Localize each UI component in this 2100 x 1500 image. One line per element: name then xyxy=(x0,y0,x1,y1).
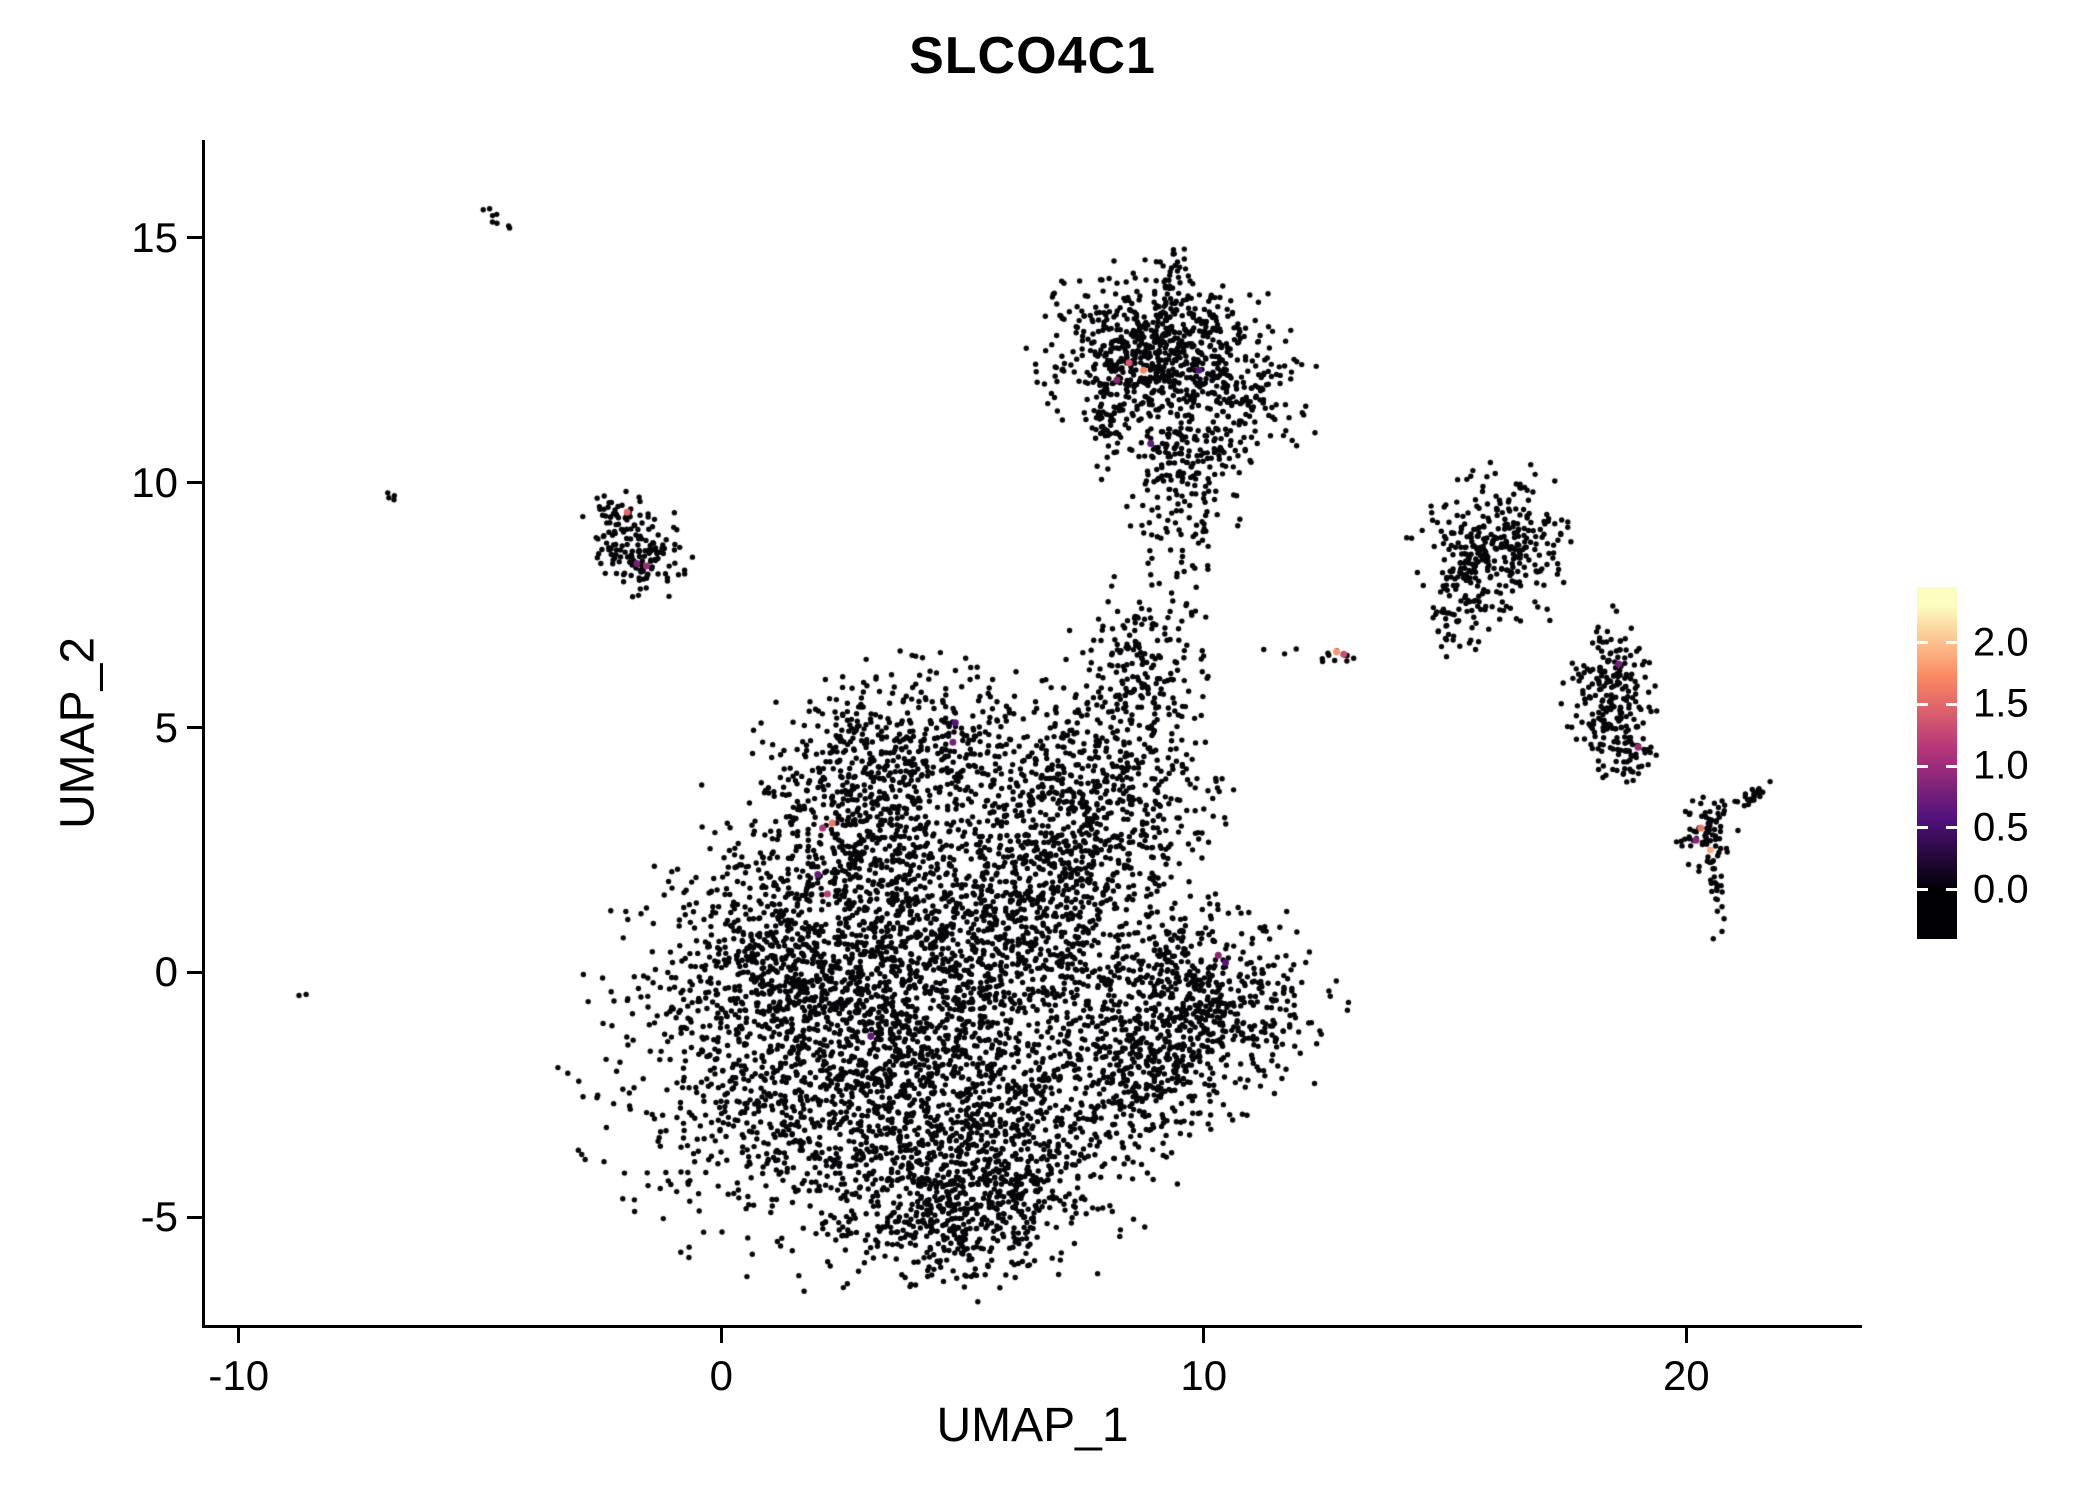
colorbar-tick-label: 0.0 xyxy=(1973,867,2029,912)
colorbar-gradient xyxy=(1917,587,1957,939)
chart-title: SLCO4C1 xyxy=(909,27,1156,85)
colorbar-tick-mark xyxy=(1917,764,1928,768)
scatter-plot-canvas xyxy=(205,140,1860,1325)
colorbar-tick-label: 2.0 xyxy=(1973,620,2029,665)
y-axis-label: UMAP_2 xyxy=(51,636,105,830)
x-tick-label: 10 xyxy=(1180,1352,1228,1399)
y-tick-label: 15 xyxy=(131,213,178,261)
colorbar-tick-mark xyxy=(1917,888,1928,892)
colorbar-tick-mark xyxy=(1946,641,1957,645)
colorbar-tick-mark xyxy=(1917,826,1928,830)
colorbar-tick-label: 1.0 xyxy=(1973,743,2029,788)
y-tick-label: 0 xyxy=(154,948,178,996)
colorbar-tick-mark xyxy=(1946,826,1957,830)
colorbar-tick-label: 0.5 xyxy=(1973,805,2029,850)
x-tick-label: 0 xyxy=(709,1352,733,1399)
x-axis-label: UMAP_1 xyxy=(936,1399,1129,1452)
colorbar-tick-mark xyxy=(1917,702,1928,706)
colorbar-tick-mark xyxy=(1946,888,1957,892)
x-tick-label: -10 xyxy=(208,1352,270,1399)
x-tick-mark xyxy=(1202,1328,1206,1343)
x-tick-mark xyxy=(237,1328,241,1343)
y-tick-mark xyxy=(187,1215,202,1219)
y-tick-label: 5 xyxy=(154,703,178,751)
colorbar-tick-mark xyxy=(1946,764,1957,768)
y-tick-mark xyxy=(187,970,202,974)
colorbar-tick-mark xyxy=(1917,641,1928,645)
y-tick-mark xyxy=(187,726,202,730)
colorbar-tick-mark xyxy=(1946,702,1957,706)
y-tick-label: 10 xyxy=(131,458,178,506)
x-tick-mark xyxy=(1684,1328,1688,1343)
y-axis-line xyxy=(202,140,205,1328)
x-axis-line xyxy=(202,1325,1862,1328)
y-tick-mark xyxy=(187,236,202,240)
colorbar: 2.0 1.5 1.0 0.5 0.0 xyxy=(1917,587,2029,939)
colorbar-tick-label: 1.5 xyxy=(1973,681,2029,726)
y-tick-label: -5 xyxy=(140,1193,178,1241)
x-tick-mark xyxy=(719,1328,723,1343)
y-tick-mark xyxy=(187,481,202,485)
x-tick-label: 20 xyxy=(1662,1352,1710,1399)
